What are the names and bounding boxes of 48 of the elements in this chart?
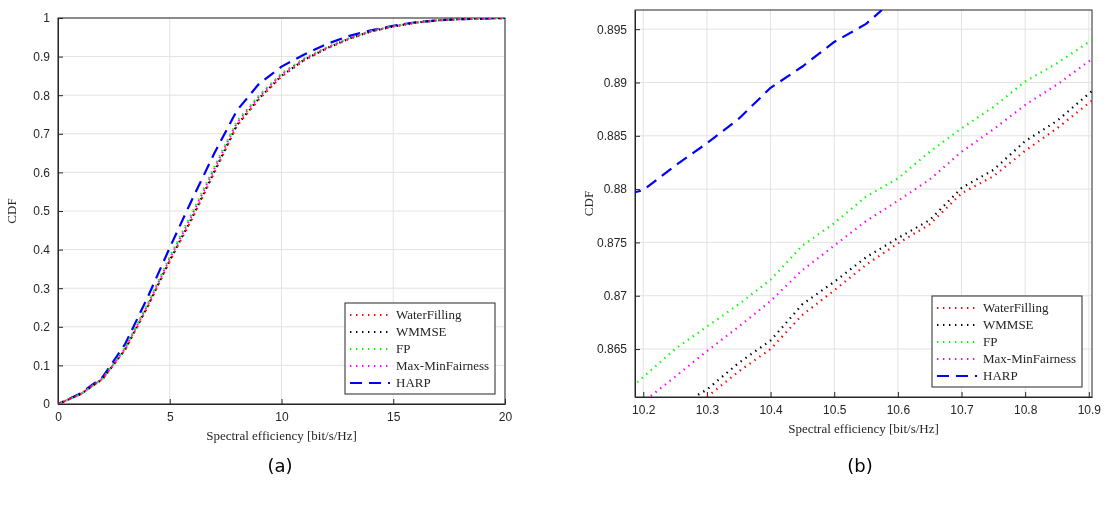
line-series [635, 10, 884, 194]
legend-label: HARP [396, 375, 431, 390]
y-tick-label: 0.8 [33, 88, 51, 103]
x-tick-label: 10 [275, 409, 289, 424]
x-tick-label: 15 [387, 409, 401, 424]
legend-label: Max-MinFairness [983, 351, 1077, 366]
legend-label: WaterFilling [983, 300, 1049, 315]
legend-label: WMMSE [983, 317, 1034, 332]
y-tick-label: 0.9 [33, 49, 51, 64]
y-tick-label: 0.6 [33, 165, 51, 180]
text: (b) [847, 455, 873, 476]
x-tick-label: 0 [55, 409, 63, 424]
legend-label: Max-MinFairness [396, 358, 490, 373]
x-tick-label: 10.2 [632, 402, 656, 417]
y-tick-label: 0.5 [33, 204, 51, 219]
legend-label: FP [983, 334, 998, 349]
y-tick-label: 0.865 [596, 342, 628, 357]
y-axis-title: CDF [4, 198, 19, 224]
x-tick-label: 10.4 [759, 402, 784, 417]
x-axis-title: Spectral efficiency [bit/s/Hz] [788, 421, 939, 436]
y-tick-label: 0.895 [596, 22, 628, 37]
x-tick-label: 10.8 [1013, 402, 1038, 417]
y-tick-label: 0.7 [33, 127, 51, 142]
x-tick-label: 20 [498, 409, 513, 424]
y-tick-label: 1 [43, 11, 51, 26]
y-tick-label: 0.87 [603, 289, 628, 304]
text: (a) [267, 455, 293, 476]
y-tick-label: 0.3 [33, 281, 51, 296]
y-tick-label: 0.885 [596, 129, 628, 144]
legend-label: WMMSE [396, 324, 447, 339]
legend-label: WaterFilling [396, 307, 462, 322]
y-axis-title: CDF [581, 190, 596, 217]
y-tick-label: 0.875 [596, 235, 628, 250]
x-tick-label: 10.6 [886, 402, 911, 417]
x-tick-label: 5 [166, 409, 174, 424]
y-tick-label: 0.4 [33, 242, 51, 257]
line-series [58, 18, 505, 404]
x-axis-title: Spectral efficiency [bit/s/Hz] [206, 428, 357, 443]
x-tick-label: 10.3 [695, 402, 720, 417]
x-tick-label: 10.7 [950, 402, 975, 417]
legend-label: HARP [983, 368, 1018, 383]
y-tick-label: 0.88 [603, 182, 628, 197]
y-tick-label: 0.2 [33, 320, 51, 335]
y-tick-label: 0.89 [603, 75, 628, 90]
x-tick-label: 10.9 [1077, 402, 1102, 417]
x-tick-label: 10.5 [823, 402, 847, 417]
y-tick-label: 0.1 [33, 358, 51, 373]
legend-label: FP [396, 341, 411, 356]
